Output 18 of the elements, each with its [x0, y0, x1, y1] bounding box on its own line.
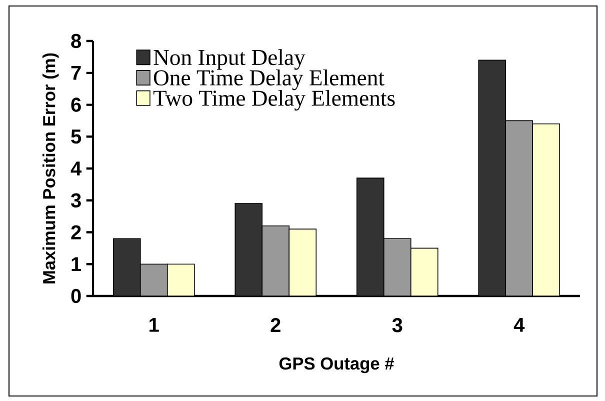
legend-label: Non Input Delay [154, 49, 306, 70]
y-tick-label: 1 [72, 257, 82, 272]
legend-label: Two Time Delay Elements [153, 90, 395, 111]
x-axis-title: GPS Outage # [279, 357, 394, 374]
y-tick-label: 2 [71, 225, 81, 240]
y-tick-label: 5 [71, 130, 82, 144]
y-tick-label: 3 [70, 193, 81, 208]
y-tick-label: 4 [70, 162, 82, 176]
x-tick-label: 2 [270, 318, 280, 332]
x-tick-label: 4 [514, 318, 525, 332]
y-tick-label: 7 [71, 66, 81, 80]
y-tick-label: 0 [71, 288, 81, 304]
y-tick-label: 8 [71, 34, 82, 48]
x-tick-label: 1 [150, 318, 159, 332]
legend-label: One Time Delay Element [154, 70, 384, 90]
y-tick-label: 6 [71, 98, 81, 112]
x-tick-label: 3 [392, 318, 402, 332]
y-axis-title: Maximum Position Error (m) [42, 53, 59, 284]
